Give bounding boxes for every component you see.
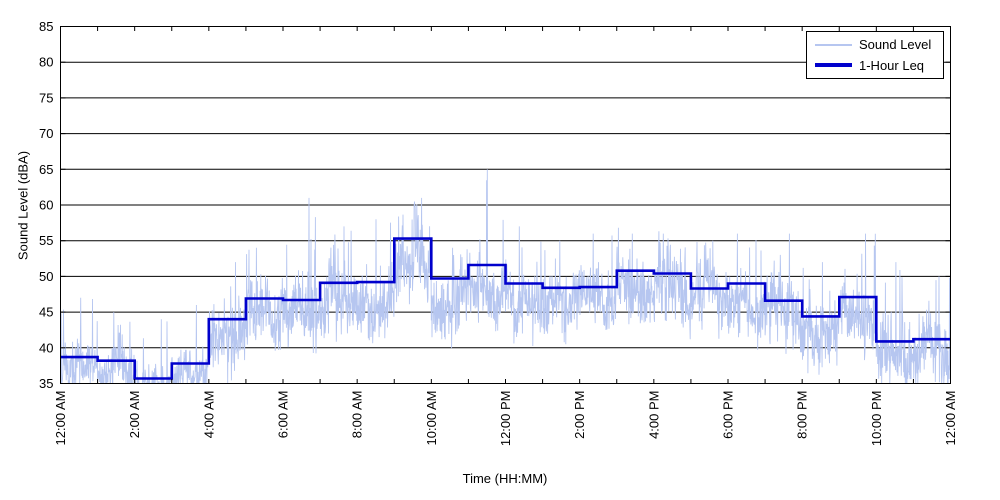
leq-line-sample [815, 63, 852, 68]
x-tick-label: 8:00 PM [795, 391, 810, 439]
y-tick-label: 60 [39, 198, 53, 213]
legend-item-leq: 1-Hour Leq [815, 55, 937, 75]
legend-label-leq: 1-Hour Leq [859, 57, 925, 73]
x-tick-label: 6:00 PM [721, 391, 736, 439]
legend: Sound Level 1-Hour Leq [806, 31, 944, 79]
x-tick-label: 12:00 AM [53, 391, 68, 446]
x-tick-label: 10:00 PM [869, 391, 884, 447]
y-tick-label: 55 [39, 233, 53, 248]
y-axis-title: Sound Level (dBA) [15, 150, 31, 261]
x-tick-label: 4:00 PM [646, 391, 661, 439]
leq-step-line [60, 237, 951, 380]
y-tick-label: 70 [39, 126, 53, 141]
x-tick-label: 6:00 AM [276, 391, 291, 439]
x-tick-label: 2:00 AM [127, 391, 142, 439]
y-tick-label: 50 [39, 269, 53, 284]
y-tick-label: 35 [39, 376, 53, 391]
y-tick-label: 75 [39, 90, 53, 105]
legend-label-sound-level: Sound Level [859, 37, 932, 53]
y-tick-label: 45 [39, 305, 53, 320]
y-tick-label: 65 [39, 162, 53, 177]
x-tick-label: 12:00 PM [498, 391, 513, 447]
x-tick-label: 10:00 AM [424, 391, 439, 446]
y-tick-label: 40 [39, 340, 53, 355]
x-tick-label: 12:00 AM [943, 391, 958, 446]
sound-level-line-sample [815, 43, 852, 46]
y-tick-label: 85 [39, 19, 53, 34]
x-tick-label: 4:00 AM [201, 391, 216, 439]
y-tick-label: 80 [39, 55, 53, 70]
x-tick-label: 2:00 PM [572, 391, 587, 439]
x-tick-label: 8:00 AM [350, 391, 365, 439]
x-axis-title: Time (HH:MM) [462, 471, 548, 486]
legend-item-sound-level: Sound Level [815, 35, 937, 55]
